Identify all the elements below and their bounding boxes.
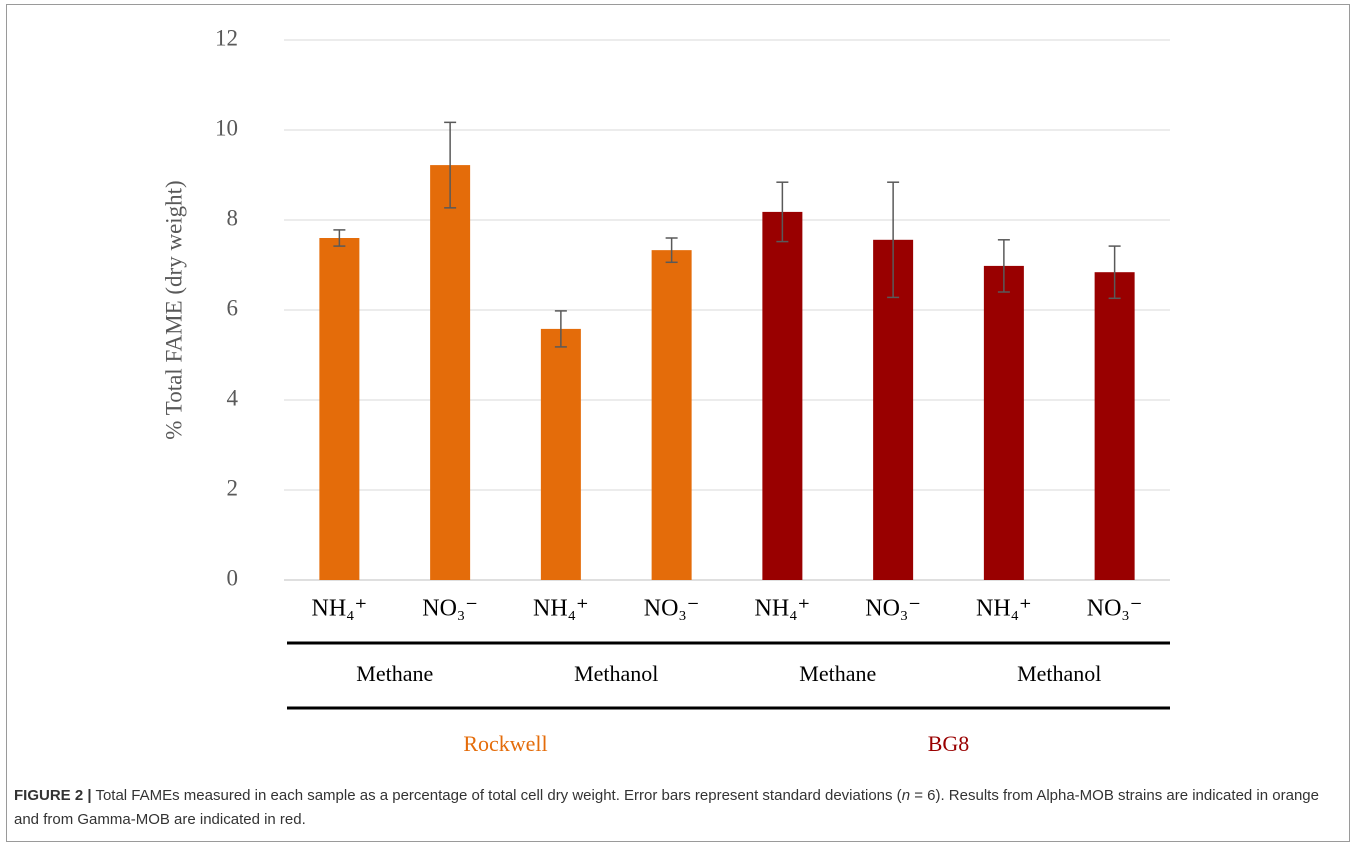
y-tick-label: 8 — [227, 205, 239, 230]
x-tick-label: NH₄⁺ — [533, 596, 589, 622]
y-tick-label: 2 — [227, 475, 239, 500]
bar — [983, 265, 1024, 580]
chart: % Total FAME (dry weight) 0 2 4 6 8 10 12 NH₄⁺ N… — [161, 25, 1170, 756]
caption-text: Total FAMEs measured in each sample as a… — [91, 787, 902, 804]
x-tick-label: NO₃⁻ — [1087, 596, 1143, 622]
y-tick-label: 0 — [227, 565, 239, 590]
caption-text: = 6). Results from Alpha-MOB strains are… — [14, 787, 1319, 828]
x-tick-label: NH₄⁺ — [312, 596, 368, 622]
bar — [540, 328, 581, 580]
y-axis-label: % Total FAME (dry weight) — [161, 180, 186, 439]
figure-frame — [6, 4, 1350, 842]
y-tick-label: 10 — [215, 115, 238, 140]
x-tick-label: NO₃⁻ — [422, 596, 478, 622]
caption-italic: n — [901, 787, 911, 804]
substrate-label: Methanol — [1017, 661, 1101, 686]
y-tick-label: 12 — [215, 25, 238, 50]
bar — [430, 165, 471, 580]
x-tick-label: NO₃⁻ — [865, 596, 921, 622]
y-tick-label: 4 — [227, 385, 239, 410]
caption: FIGURE 2 | Total FAMEs measured in each … — [14, 784, 1339, 832]
substrate-label: Methane — [356, 661, 433, 686]
bar — [651, 250, 692, 580]
strain-label: BG8 — [928, 731, 970, 756]
substrate-label: Methane — [799, 661, 876, 686]
bar — [1094, 272, 1135, 580]
y-tick-label: 6 — [227, 295, 239, 320]
bar — [762, 211, 803, 580]
bar — [319, 238, 360, 580]
substrate-label: Methanol — [574, 661, 658, 686]
x-tick-label: NH₄⁺ — [976, 596, 1032, 622]
x-tick-label: NH₄⁺ — [755, 596, 811, 622]
x-tick-label: NO₃⁻ — [644, 596, 700, 622]
caption-label: FIGURE 2 | — [14, 787, 92, 804]
strain-label: Rockwell — [463, 731, 547, 756]
